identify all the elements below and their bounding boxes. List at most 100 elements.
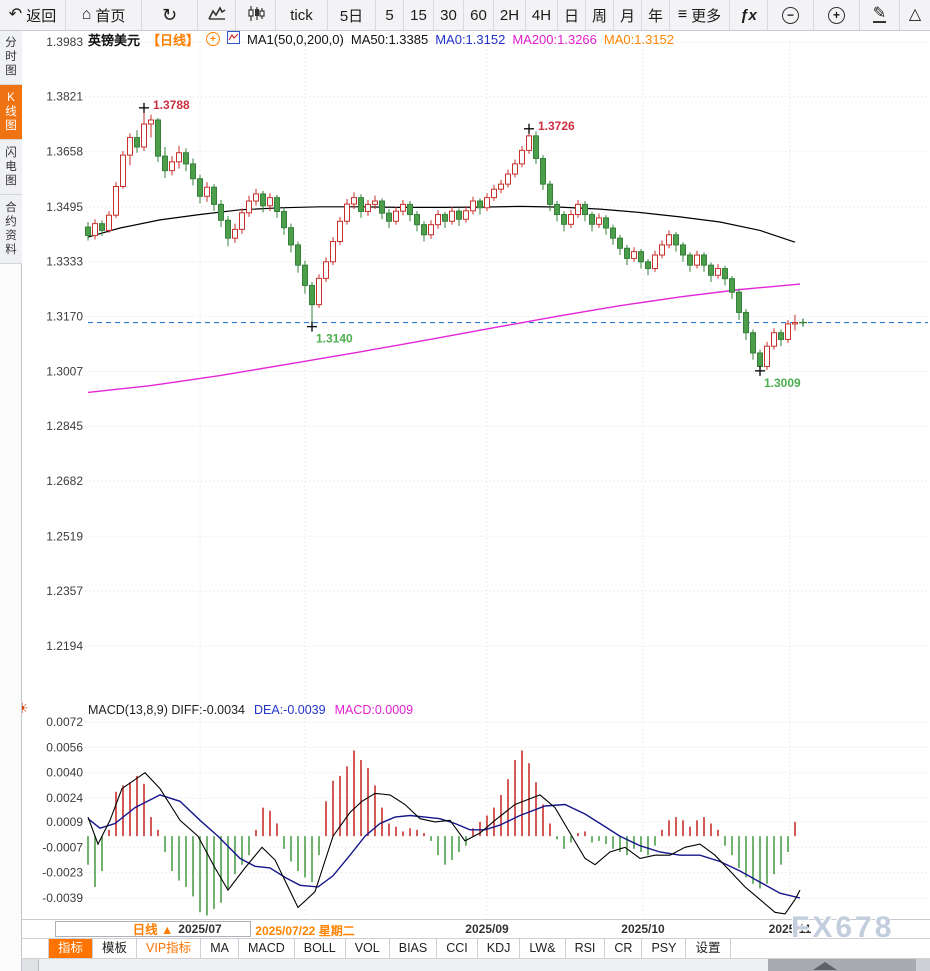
time-axis-label: 2025/07 [178,922,222,936]
svg-text:1.3333: 1.3333 [46,254,83,268]
more-label: 更多 [691,7,722,25]
mountain-chart-icon [207,6,226,24]
period-selector: tick 5日 5 15 30 60 2H 4H 日周月年 [276,0,670,30]
time-axis-label: 2025/11 [768,922,812,936]
indicator-tab-CR[interactable]: CR [605,939,643,958]
svg-text:1.3821: 1.3821 [46,90,83,104]
svg-text:0.0056: 0.0056 [46,740,83,754]
back-button[interactable]: ↶ 返回 [0,0,66,30]
svg-text:1.3170: 1.3170 [46,309,83,323]
period-button[interactable]: 60 [464,0,494,30]
ma50-value: MA50:1.3385 [350,31,429,47]
svg-text:1.2845: 1.2845 [46,419,83,433]
ma0-orange-value: MA0:1.3152 [603,31,675,47]
svg-text:1.2357: 1.2357 [46,584,83,598]
time-axis-label: 2025/07/22 星期二 [255,924,355,938]
zoom-out-icon: − [782,6,799,24]
macd-pane-header: MACD(13,8,9) DIFF:-0.0034 DEA:-0.0039 MA… [88,703,413,717]
symbol-name: 英镑美元 [88,32,141,48]
indicator-tab-设置[interactable]: 设置 [686,939,731,958]
bottom-strip [0,958,930,971]
indicator-tab-模板[interactable]: 模板 [93,939,138,958]
svg-text:-0.0007: -0.0007 [42,840,83,854]
top-toolbar: ↶ 返回 ⌂ 首页 ↻ tick 5日 5 15 30 60 2H 4H 日周月年 ≡ 更多 ƒ… [0,0,930,31]
fx-icon: ƒx [740,6,757,24]
period-button[interactable]: 30 [434,0,464,30]
sidebar-tab-闪电图[interactable]: 闪电图 [0,140,22,195]
period-button[interactable]: 4H [526,0,558,30]
indicator-tab-KDJ[interactable]: KDJ [478,939,521,958]
indicator-tab-VIP指标[interactable]: VIP指标 [137,939,202,958]
candlestick-chart-button[interactable] [236,0,276,30]
sidebar-tab-合约资料[interactable]: 合约资料 [0,195,22,264]
period-button[interactable]: 5日 [328,0,376,30]
time-axis-label: 2025/10 [621,922,665,936]
svg-text:0.0024: 0.0024 [46,791,83,805]
watermark: FX678 [791,911,895,944]
indicator-tab-bar: 指标 模板 VIP指标 MA MACD BOLL VOL BIAS CCI KDJ LW& RSI CR… [22,938,930,958]
home-button[interactable]: ⌂ 首页 [66,0,142,30]
add-indicator-icon[interactable]: + [206,32,221,46]
svg-text:-0.0039: -0.0039 [42,891,83,905]
indicator-tab-MACD[interactable]: MACD [239,939,295,958]
home-icon: ⌂ [81,6,92,23]
svg-text:1.2682: 1.2682 [46,474,83,488]
svg-text:1.2194: 1.2194 [46,639,83,653]
back-icon: ↶ [8,6,23,23]
price-pane-header: 英镑美元 【日线】 + MA1(50,0,200,0) MA50:1.3385 … [88,31,675,48]
period-button[interactable]: 周 [586,0,614,30]
period-button[interactable]: 5 [376,0,404,30]
scroll-expand-handle[interactable] [813,962,837,970]
fx-indicator-button[interactable]: ƒx [730,0,768,30]
svg-text:0.0072: 0.0072 [46,715,83,729]
period-button[interactable]: 日 [558,0,586,30]
macd-title-diff: MACD(13,8,9) DIFF:-0.0034 [88,703,245,717]
time-axis-label: 2025/09 [465,922,509,936]
shapes-button[interactable]: △ [900,0,930,30]
pencil-icon: ✎ [872,5,887,23]
indicator-tab-VOL[interactable]: VOL [346,939,390,958]
svg-text:0.0009: 0.0009 [46,815,83,829]
scrollbar-handle[interactable] [768,959,916,971]
period-button[interactable]: tick [276,0,328,30]
ma-settings: MA1(50,0,200,0) [247,31,344,47]
indicator-tab-LW&[interactable]: LW& [520,939,566,958]
zoom-out-button[interactable]: − [768,0,814,30]
refresh-button[interactable]: ↻ [142,0,198,30]
period-tag: 【日线】 [147,32,200,48]
svg-text:-0.0023: -0.0023 [42,866,83,880]
period-button[interactable]: 月 [614,0,642,30]
indicator-tab-指标[interactable]: 指标 [48,939,94,958]
indicator-tab-PSY[interactable]: PSY [642,939,687,958]
triangle-icon: △ [908,6,922,23]
indicator-tab-CCI[interactable]: CCI [437,939,478,958]
indicator-tab-BIAS[interactable]: BIAS [390,939,438,958]
draw-button[interactable]: ✎ [860,0,900,30]
period-dropdown-button[interactable]: 日线 ▲ [55,921,251,937]
horizontal-scrollbar[interactable] [768,959,930,971]
zoom-in-button[interactable]: + [814,0,860,30]
home-label: 首页 [95,7,126,25]
svg-text:1.3009: 1.3009 [764,376,801,390]
mini-chart-icon[interactable] [227,31,241,47]
menu-icon: ≡ [677,6,688,23]
sidebar-tab-分时图[interactable]: 分时图 [0,30,22,85]
zoom-in-icon: + [828,6,845,24]
period-button[interactable]: 2H [494,0,526,30]
svg-text:1.3658: 1.3658 [46,145,83,159]
svg-text:1.3140: 1.3140 [316,332,353,346]
period-button[interactable]: 15 [404,0,434,30]
macd-dea-value: DEA:-0.0039 [254,703,326,717]
period-button[interactable]: 年 [642,0,670,30]
mountain-chart-button[interactable] [198,0,236,30]
svg-text:1.3726: 1.3726 [538,119,575,133]
indicator-tab-MA[interactable]: MA [201,939,239,958]
more-button[interactable]: ≡ 更多 [670,0,730,30]
svg-text:1.3983: 1.3983 [46,35,83,49]
indicator-tab-BOLL[interactable]: BOLL [295,939,346,958]
indicator-tab-RSI[interactable]: RSI [566,939,606,958]
